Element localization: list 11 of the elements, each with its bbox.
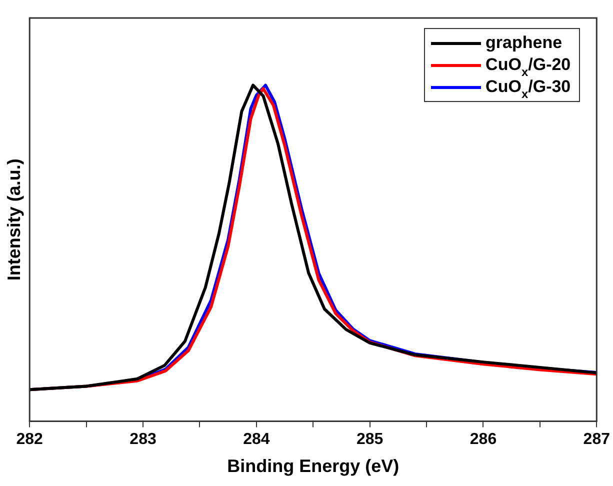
x-tick-label: 285: [356, 431, 384, 448]
x-tick-label: 286: [470, 431, 497, 448]
legend-label: CuO$_{x}$/G-20: [486, 54, 571, 79]
x-tick-label: 282: [16, 431, 44, 448]
legend-label: graphene: [486, 32, 562, 54]
legend-label: CuO$_{x}$/G-30: [486, 76, 571, 101]
x-tick-label: 283: [130, 431, 156, 448]
x-tick-label: 284: [243, 431, 270, 448]
y-axis-title: Intensity (a.u.): [4, 158, 24, 281]
x-axis-title: Binding Energy (eV): [227, 456, 400, 476]
x-tick-label: 287: [583, 431, 610, 448]
